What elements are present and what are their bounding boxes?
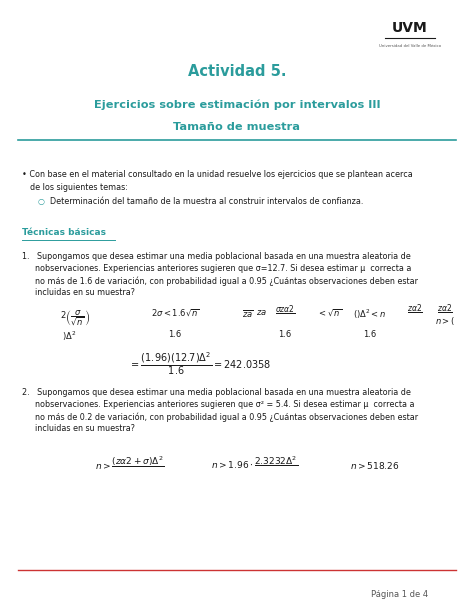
Text: UVM: UVM [392,21,428,35]
Text: $n > 518.26$: $n > 518.26$ [350,460,400,471]
Text: 2.   Supongamos que desea estimar una media poblacional basada en una muestra al: 2. Supongamos que desea estimar una medi… [22,388,411,397]
Text: $n > 1.96 \cdot \dfrac{2.3232\Delta^2}{\quad\quad\quad}$: $n > 1.96 \cdot \dfrac{2.3232\Delta^2}{\… [211,455,299,471]
Text: $n > \dfrac{(z\alpha 2 + \sigma)\Delta^2}{\quad\quad\quad\quad}$: $n > \dfrac{(z\alpha 2 + \sigma)\Delta^2… [95,455,164,472]
Text: $n > ($: $n > ($ [435,315,455,327]
Text: $\dfrac{z\alpha 2}{\quad}$: $\dfrac{z\alpha 2}{\quad}$ [407,304,423,315]
Text: Tamaño de muestra: Tamaño de muestra [173,122,301,132]
Text: $< \sqrt{n}$: $< \sqrt{n}$ [318,308,343,319]
Text: $za$: $za$ [256,308,267,317]
Text: 1.6: 1.6 [278,330,292,339]
Text: no más de 0.2 de variación, con probabilidad igual a 0.95 ¿Cuántas observaciones: no más de 0.2 de variación, con probabil… [35,412,418,422]
Text: Página 1 de 4: Página 1 de 4 [372,590,428,599]
Text: no más de 1.6 de variación, con probabilidad igual a 0.95 ¿Cuántas observaciones: no más de 1.6 de variación, con probabil… [35,276,418,286]
Text: incluidas en su muestra?: incluidas en su muestra? [35,288,135,297]
Text: $2\sigma < 1.6\sqrt{n}$: $2\sigma < 1.6\sqrt{n}$ [151,308,200,319]
Text: $\dfrac{\sigma z\alpha 2}{\quad\quad}$: $\dfrac{\sigma z\alpha 2}{\quad\quad}$ [274,305,295,316]
Text: de los siguientes temas:: de los siguientes temas: [30,183,128,192]
Text: incluidas en su muestra?: incluidas en su muestra? [35,424,135,433]
Text: Universidad del Valle de México: Universidad del Valle de México [379,44,441,48]
Text: 1.   Supongamos que desea estimar una media poblacional basada en una muestra al: 1. Supongamos que desea estimar una medi… [22,252,411,261]
Text: Determinación del tamaño de la muestra al construir intervalos de confianza.: Determinación del tamaño de la muestra a… [50,197,364,206]
Text: $( )\Delta^2 < n$: $( )\Delta^2 < n$ [353,308,387,321]
Text: $)\Delta^2$: $)\Delta^2$ [62,330,76,343]
Text: nobservaciones. Experiencias anteriores sugieren que σ² = 5.4. Si desea estimar : nobservaciones. Experiencias anteriores … [35,400,414,409]
Text: Ejercicios sobre estimación por intervalos III: Ejercicios sobre estimación por interval… [94,100,380,110]
Text: 1.6: 1.6 [168,330,182,339]
Text: Actividad 5.: Actividad 5. [188,64,286,80]
Text: ○: ○ [38,197,45,206]
Text: $\dfrac{z\alpha 2}{\quad}$: $\dfrac{z\alpha 2}{\quad}$ [437,304,453,315]
Text: $\overline{za}$: $\overline{za}$ [242,308,254,320]
Text: Técnicas básicas: Técnicas básicas [22,228,106,237]
Text: $2\left(\dfrac{\sigma}{\sqrt{n}}\right)$: $2\left(\dfrac{\sigma}{\sqrt{n}}\right)$ [60,308,90,327]
Text: 1.6: 1.6 [364,330,377,339]
Text: • Con base en el material consultado en la unidad resuelve los ejercicios que se: • Con base en el material consultado en … [22,170,413,179]
Text: nobservaciones. Experiencias anteriores sugieren que σ=12.7. Si desea estimar μ : nobservaciones. Experiencias anteriores … [35,264,411,273]
Text: $= \dfrac{(1.96)(12.7)\Delta^2}{1.6} = 242.0358$: $= \dfrac{(1.96)(12.7)\Delta^2}{1.6} = 2… [129,350,271,377]
